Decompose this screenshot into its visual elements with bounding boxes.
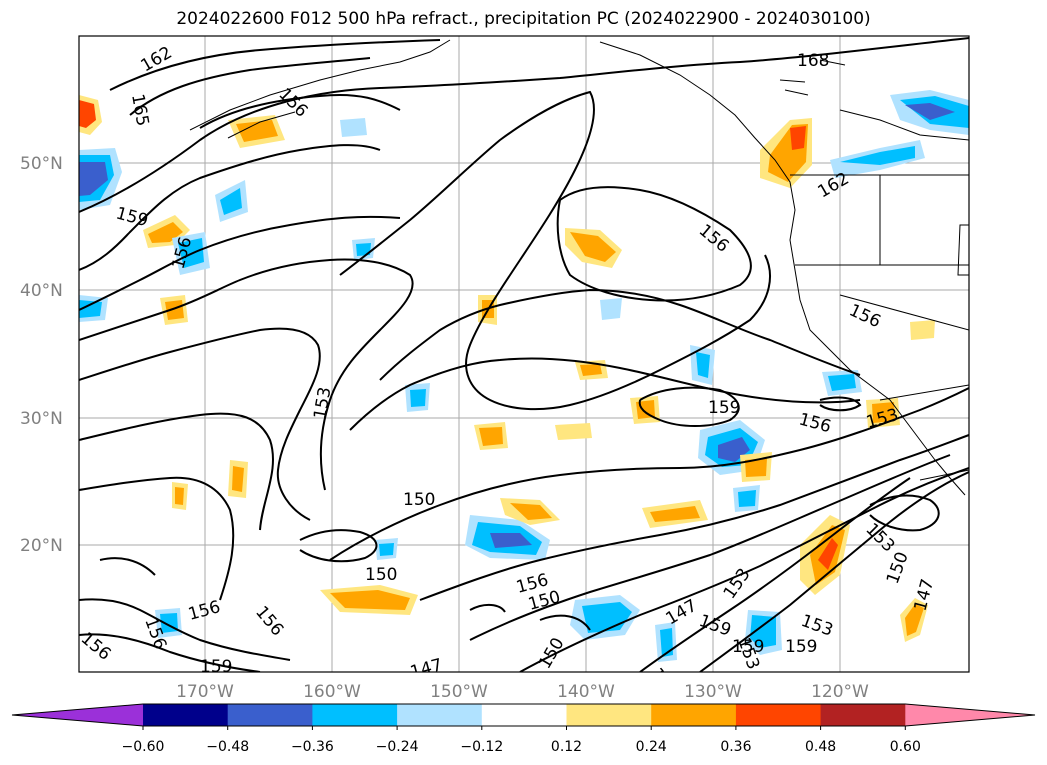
map-title: 2024022600 F012 500 hPa refract., precip… bbox=[176, 9, 871, 29]
colorbar-segment bbox=[481, 704, 567, 726]
longitude-labels: 170°W 160°W 150°W 140°W 130°W 120°W bbox=[176, 682, 869, 702]
contour-label: 150 bbox=[403, 490, 435, 510]
colorbar-tick-label: 0.24 bbox=[636, 739, 667, 755]
colorbar-segment bbox=[312, 704, 398, 726]
lat-label-50n: 50°N bbox=[20, 154, 63, 174]
lat-label-30n: 30°N bbox=[20, 409, 63, 429]
lon-label-160w: 160°W bbox=[303, 682, 361, 702]
colorbar-segment bbox=[397, 704, 483, 726]
map-panel: 162 165 156 159 156 168 156 162 156 153 … bbox=[78, 35, 970, 703]
lon-label-130w: 130°W bbox=[684, 682, 742, 702]
colorbar-segments bbox=[11, 703, 1036, 727]
colorbar-tick-label: 0.12 bbox=[551, 739, 582, 755]
colorbar-tick-label: −0.60 bbox=[122, 739, 165, 755]
coastlines bbox=[189, 39, 969, 496]
colorbar-segment bbox=[566, 704, 652, 726]
contour-label: 159 bbox=[732, 637, 764, 657]
colorbar-segment bbox=[735, 704, 822, 726]
contour-label: 159 bbox=[646, 665, 680, 703]
lon-label-120w: 120°W bbox=[811, 682, 869, 702]
contour-label: 159 bbox=[785, 637, 817, 657]
contour-label: 159 bbox=[708, 398, 740, 418]
colorbar-ticks: −0.60 −0.48 −0.36 −0.24 −0.12 0.12 0.24 0.36 0.4… bbox=[122, 726, 921, 755]
latitude-labels: 50°N 40°N 30°N 20°N bbox=[20, 154, 63, 556]
contour-label: 168 bbox=[797, 51, 829, 71]
colorbar-tick-label: −0.12 bbox=[460, 739, 503, 755]
colorbar-extend-low bbox=[12, 704, 143, 726]
colorbar-tick-label: 0.60 bbox=[890, 739, 921, 755]
lon-label-170w: 170°W bbox=[176, 682, 234, 702]
colorbar-tick-label: −0.24 bbox=[376, 739, 419, 755]
map-frame bbox=[78, 35, 970, 673]
contour-label: 159 bbox=[200, 657, 232, 677]
colorbar-tick-label: 0.48 bbox=[805, 739, 836, 755]
colorbar-segment bbox=[227, 704, 313, 726]
colorbar-segment bbox=[143, 704, 229, 726]
colorbar: −0.60 −0.48 −0.36 −0.24 −0.12 0.12 0.24 0.36 0.4… bbox=[11, 703, 1036, 755]
colorbar-tick-label: −0.36 bbox=[291, 739, 334, 755]
colorbar-extend-high bbox=[905, 704, 1035, 726]
colorbar-segment bbox=[651, 704, 737, 726]
contour-label: 150 bbox=[365, 565, 397, 585]
refractivity-contours bbox=[79, 37, 969, 672]
lon-label-150w: 150°W bbox=[430, 682, 488, 702]
colorbar-segment bbox=[820, 704, 906, 726]
lon-label-140w: 140°W bbox=[557, 682, 615, 702]
lat-label-20n: 20°N bbox=[20, 536, 63, 556]
lat-label-40n: 40°N bbox=[20, 281, 63, 301]
colorbar-tick-label: −0.48 bbox=[206, 739, 249, 755]
colorbar-tick-label: 0.36 bbox=[720, 739, 751, 755]
precipitation-shading bbox=[79, 90, 969, 662]
